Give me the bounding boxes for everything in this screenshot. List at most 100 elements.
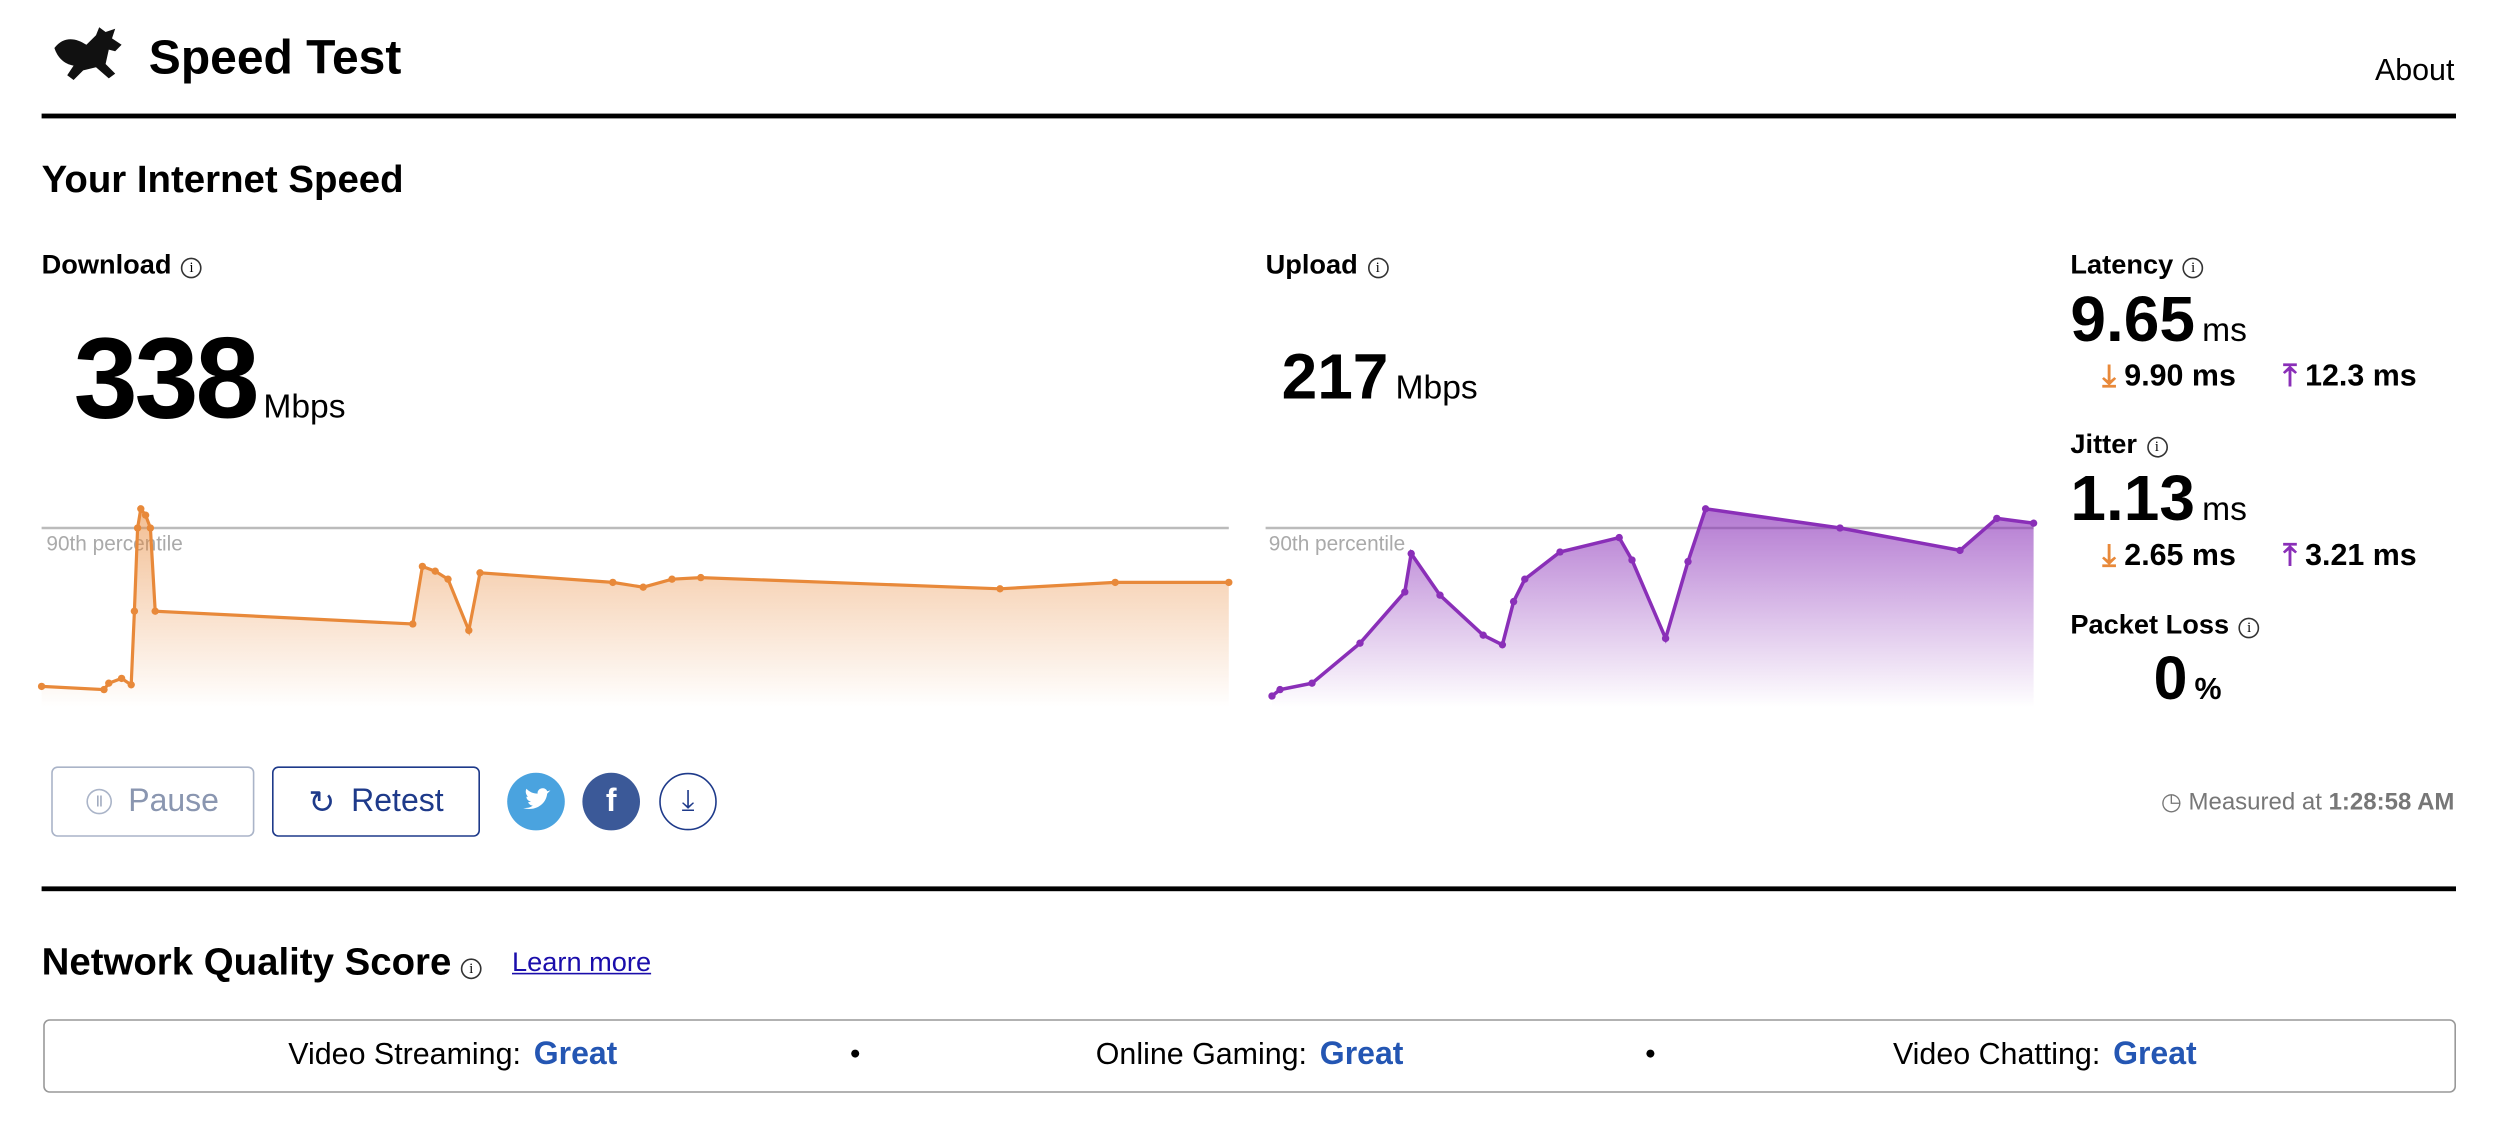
upload-area <box>1272 508 2034 708</box>
info-icon[interactable]: i <box>2182 257 2204 279</box>
retest-button[interactable]: ↻ Retest <box>272 766 480 837</box>
download-results[interactable]: ⤓ <box>659 772 717 831</box>
label-text: Download <box>41 249 172 280</box>
sample-dot <box>431 567 439 575</box>
download-area <box>41 508 1229 708</box>
sample-dot <box>1268 692 1276 700</box>
quality-item: Video Chatting: Great <box>1893 1037 2197 1074</box>
speed-unit: Mbps <box>263 388 346 426</box>
sample-dot <box>146 524 155 532</box>
facebook-share[interactable]: f <box>582 772 640 831</box>
metric-value: 0 <box>2153 646 2188 714</box>
sub-value: 9.90 ms <box>2124 360 2236 394</box>
logo <box>54 27 122 80</box>
sample-dot <box>465 626 473 635</box>
sub-value: 12.3 ms <box>2305 360 2417 394</box>
metric-value: 9.65 <box>2070 284 2195 356</box>
title-text: Network Quality Score <box>41 940 452 984</box>
separator-dot <box>851 1049 860 1058</box>
info-icon[interactable]: i <box>460 958 482 980</box>
sample-dot <box>1498 641 1507 649</box>
packet-loss-label: Packet Loss i <box>2070 609 2260 642</box>
label-text: Packet Loss <box>2070 609 2230 640</box>
sample-dot <box>409 620 417 628</box>
measured-time: 1:28:58 AM <box>2328 788 2455 816</box>
sample-dot <box>1401 588 1409 596</box>
speed-unit: Mbps <box>1395 369 1478 407</box>
sample-dot <box>1308 679 1316 687</box>
speed-graphs: 90th percentile 90th percentile <box>37 504 2038 708</box>
sample-dot <box>1556 548 1564 556</box>
about-link[interactable]: About <box>2374 54 2455 88</box>
twitter-share[interactable] <box>507 772 565 831</box>
quality-rating: Great <box>1319 1036 1404 1072</box>
sample-dot <box>668 575 676 583</box>
upload-label: Upload i <box>1266 250 1389 282</box>
info-icon[interactable]: i <box>2238 617 2260 639</box>
measured-label: Measured at <box>2188 788 2322 816</box>
sample-dot <box>697 573 705 582</box>
percentile-label: 90th percentile <box>1269 532 1405 555</box>
sample-dot <box>151 607 159 615</box>
latency-value: 9.65 ms <box>2070 285 2247 357</box>
sample-dot <box>105 679 113 687</box>
pause-button[interactable]: ll Pause <box>51 766 255 837</box>
speed-value: 217 <box>1281 342 1389 413</box>
download-speed: 338 Mbps <box>74 314 346 445</box>
sample-dot <box>127 681 135 689</box>
percentile-label: 90th percentile <box>46 532 182 555</box>
learn-more-link[interactable]: Learn more <box>512 947 652 978</box>
speed-value: 338 <box>73 315 260 444</box>
quality-label: Online Gaming: <box>1095 1038 1308 1072</box>
sample-dot <box>1661 634 1670 643</box>
sample-dot <box>1701 505 1710 513</box>
label-text: Upload <box>1265 249 1358 280</box>
sample-dot <box>37 682 46 691</box>
sample-dot <box>1407 549 1415 558</box>
sample-dot <box>117 674 126 683</box>
sample-dot <box>476 569 484 577</box>
sample-dot <box>1684 557 1692 566</box>
jitter-value: 1.13 ms <box>2070 464 2247 536</box>
sample-dot <box>1436 591 1444 599</box>
sample-dot <box>2029 519 2038 527</box>
quality-item: Video Streaming: Great <box>288 1037 617 1074</box>
separator-dot <box>1646 1049 1655 1058</box>
sample-dot <box>137 505 145 513</box>
measured-at: ◷ Measured at 1:28:58 AM <box>2160 788 2455 816</box>
jitter-label: Jitter i <box>2070 429 2168 461</box>
sample-dot <box>418 562 427 571</box>
divider <box>41 113 2456 119</box>
divider <box>41 886 2456 892</box>
sample-dot <box>1276 685 1284 694</box>
sample-dot <box>639 583 647 591</box>
sample-dot <box>1993 514 2001 523</box>
sample-dot <box>1956 546 1964 555</box>
sample-dot <box>1628 556 1636 564</box>
metric-unit: ms <box>2202 491 2247 528</box>
packet-loss-value: 0 % <box>2154 646 2222 715</box>
quality-title: Network Quality Score i <box>42 941 482 986</box>
metric-unit: % <box>2194 673 2222 708</box>
sample-dot <box>133 524 142 532</box>
metric-value: 1.13 <box>2070 464 2195 535</box>
jitter-download: ⤓ 2.65 ms <box>2102 539 2236 573</box>
sample-dot <box>1479 631 1487 639</box>
sub-value: 3.21 ms <box>2305 539 2417 573</box>
sample-dot <box>1111 578 1119 587</box>
sample-dot <box>1356 639 1364 647</box>
info-icon[interactable]: i <box>1367 257 1389 279</box>
info-icon[interactable]: i <box>2146 436 2168 458</box>
quality-label: Video Chatting: <box>1892 1038 2101 1072</box>
sample-dot <box>141 511 150 519</box>
sub-value: 2.65 ms <box>2124 539 2236 573</box>
info-icon[interactable]: i <box>181 257 202 279</box>
jitter-upload: ⤒ 3.21 ms <box>2283 539 2417 573</box>
quality-rating: Great <box>2113 1036 2197 1072</box>
button-label: Pause <box>128 783 219 819</box>
sample-dot <box>1615 533 1623 542</box>
quality-label: Video Streaming: <box>288 1038 521 1072</box>
metric-unit: ms <box>2202 312 2247 349</box>
